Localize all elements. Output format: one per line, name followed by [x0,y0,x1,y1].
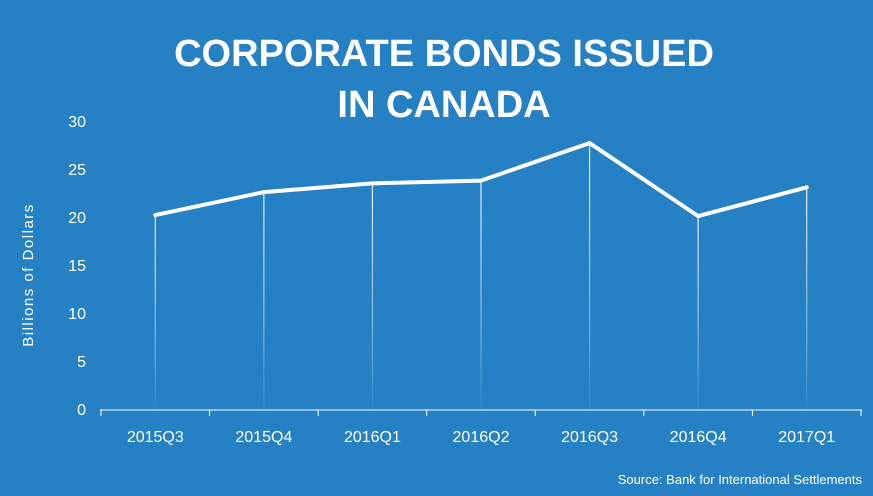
y-tick-label: 5 [77,354,86,371]
drop-line [697,216,699,410]
x-tick-label: 2017Q1 [778,429,835,446]
drop-line [263,192,265,410]
drop-line [371,183,374,410]
y-axis-ticks: 0 5 10 15 20 25 30 [68,114,86,419]
x-tick-label: 2016Q1 [344,429,401,446]
x-tick-label: 2016Q2 [453,429,510,446]
drop-lines [154,143,808,410]
y-tick-label: 25 [68,162,86,179]
x-tick-label: 2016Q4 [670,429,727,446]
drop-line [806,187,808,410]
y-tick-label: 15 [68,258,86,275]
series-group [153,140,809,219]
y-tick-label: 10 [68,306,86,323]
x-axis-ticks: 2015Q3 2015Q4 2016Q1 2016Q2 2016Q3 2016Q4 2017… [100,410,862,446]
y-tick-label: 20 [68,210,86,227]
chart-title-line-1: CORPORATE BONDS ISSUED [174,33,714,75]
drop-line [588,143,591,410]
x-tick-label: 2016Q3 [561,429,618,446]
series-line [153,140,809,219]
x-tick-label: 2015Q3 [127,429,184,446]
source-note: Source: Bank for International Settlemen… [618,472,863,487]
y-tick-label: 0 [77,402,86,419]
chart-title-line-2: IN CANADA [337,84,550,126]
y-axis-label: Billions of Dollars [20,203,37,347]
drop-line [154,215,156,410]
x-tick-label: 2015Q4 [235,429,292,446]
drop-line [480,180,482,410]
y-tick-label: 30 [68,114,86,131]
